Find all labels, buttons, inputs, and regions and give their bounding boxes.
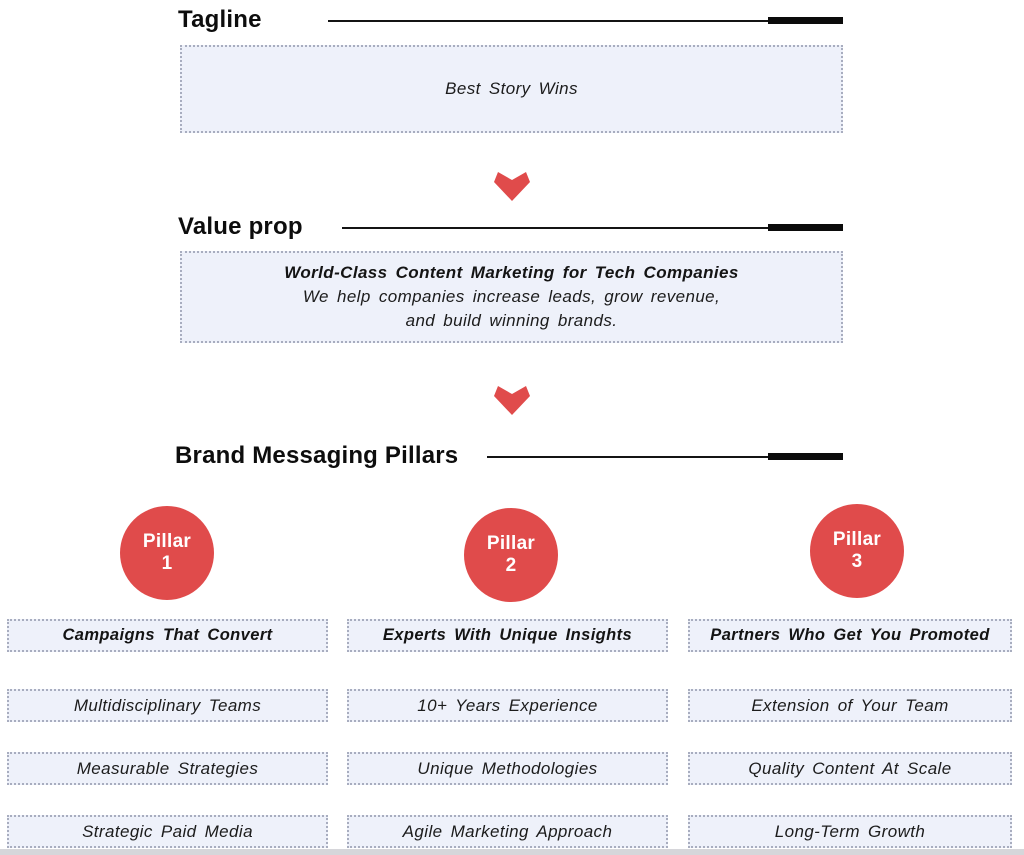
pillar-3-badge-label: Pillar (832, 529, 882, 550)
pillar-3-title: Partners Who Get You Promoted (710, 626, 990, 644)
down-arrow-icon (494, 172, 530, 201)
pillar-3-item: Extension of Your Team (751, 696, 949, 715)
pillar-2-item: Unique Methodologies (417, 759, 598, 778)
pillar-1-item: Multidisciplinary Teams (73, 696, 262, 715)
bottom-edge-strip (0, 849, 1024, 855)
value-prop-line3: and build winning brands. (405, 311, 618, 330)
pillar-3-item-box: Long-Term Growth (688, 815, 1012, 848)
pillar-1-badge-label: Pillar (142, 531, 192, 552)
pillar-1-title-box: Campaigns That Convert (7, 619, 328, 652)
pillar-3-item-box: Quality Content At Scale (688, 752, 1012, 785)
pillar-1-title: Campaigns That Convert (62, 626, 273, 644)
pillars-heading: Brand Messaging Pillars (175, 442, 459, 469)
pillar-3-item: Quality Content At Scale (748, 759, 952, 778)
pillar-2-item-box: Agile Marketing Approach (347, 815, 668, 848)
value-prop-line2: We help companies increase leads, grow r… (302, 287, 721, 306)
pillar-2-item: Agile Marketing Approach (402, 822, 613, 841)
tagline-text: Best Story Wins (445, 79, 578, 98)
down-arrow-icon (494, 386, 530, 415)
pillar-1-item: Strategic Paid Media (82, 822, 253, 841)
pillar-1-item: Measurable Strategies (76, 759, 259, 778)
value-prop-rule (342, 227, 843, 229)
value-prop-rule-end (768, 224, 843, 231)
pillar-3-badge-number: 3 (851, 551, 863, 572)
pillars-rule (487, 456, 843, 458)
pillar-1-item-box: Measurable Strategies (7, 752, 328, 785)
pillar-2-title-box: Experts With Unique Insights (347, 619, 668, 652)
pillar-2-title: Experts With Unique Insights (382, 626, 633, 644)
pillar-1-badge: Pillar 1 (120, 506, 214, 600)
tagline-rule (328, 20, 843, 22)
pillar-2-badge-label: Pillar (486, 533, 536, 554)
tagline-box: Best Story Wins (180, 45, 843, 133)
pillar-1-item-box: Multidisciplinary Teams (7, 689, 328, 722)
value-prop-box: World-Class Content Marketing for Tech C… (180, 251, 843, 343)
value-prop-line1: World-Class Content Marketing for Tech C… (284, 263, 739, 282)
pillar-3-item-box: Extension of Your Team (688, 689, 1012, 722)
pillar-3-item: Long-Term Growth (774, 822, 926, 841)
pillar-2-item-box: 10+ Years Experience (347, 689, 668, 722)
pillar-2-badge-number: 2 (505, 555, 517, 576)
tagline-heading: Tagline (178, 6, 262, 33)
pillar-2-item: 10+ Years Experience (417, 696, 598, 715)
pillar-3-title-box: Partners Who Get You Promoted (688, 619, 1012, 652)
value-prop-heading: Value prop (178, 213, 303, 240)
pillar-1-badge-number: 1 (161, 553, 173, 574)
pillar-2-item-box: Unique Methodologies (347, 752, 668, 785)
pillar-3-badge: Pillar 3 (810, 504, 904, 598)
pillar-2-badge: Pillar 2 (464, 508, 558, 602)
pillars-rule-end (768, 453, 843, 460)
tagline-rule-end (768, 17, 843, 24)
pillar-1-item-box: Strategic Paid Media (7, 815, 328, 848)
